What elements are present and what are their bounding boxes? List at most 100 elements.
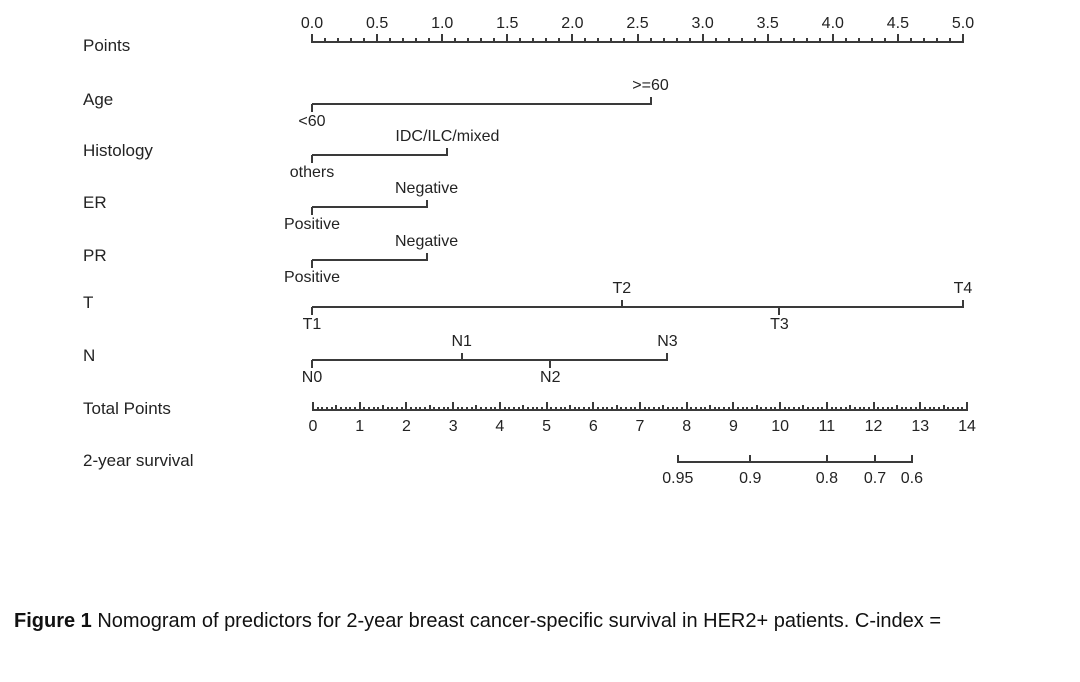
total-points-tick xyxy=(438,407,441,411)
total-points-tick xyxy=(358,402,361,411)
row-label-age: Age xyxy=(83,90,114,109)
category-label: IDC/ILC/mixed xyxy=(395,128,500,145)
total-points-tick xyxy=(536,407,539,411)
points-axis-tick xyxy=(896,34,899,43)
category-tick xyxy=(460,353,463,361)
survival-tick-label: 0.6 xyxy=(900,470,923,487)
total-points-tick xyxy=(951,407,954,411)
points-axis-tick xyxy=(779,38,782,43)
total-points-tick xyxy=(428,405,431,411)
points-axis-tick xyxy=(571,34,574,43)
total-points-tick xyxy=(368,407,371,411)
total-points-tick xyxy=(872,402,875,411)
total-points-tick xyxy=(382,405,385,411)
category-label: T2 xyxy=(612,280,632,297)
points-axis-tick xyxy=(649,38,652,43)
points-axis-tick xyxy=(701,34,704,43)
predictor-line-pr xyxy=(312,259,427,261)
total-points-tick xyxy=(484,407,487,411)
total-points-tick xyxy=(386,407,389,411)
survival-tick xyxy=(910,455,913,463)
category-label: N1 xyxy=(451,333,472,350)
total-points-tick xyxy=(732,402,735,411)
category-label: <60 xyxy=(298,113,326,130)
points-axis-tick-label: 2.0 xyxy=(561,15,584,32)
points-axis-tick xyxy=(740,38,743,43)
total-points-tick xyxy=(704,407,707,411)
figure-label: Figure 1 xyxy=(14,610,92,632)
total-points-tick xyxy=(396,407,399,411)
total-points-tick xyxy=(699,407,702,411)
total-points-tick xyxy=(961,407,964,411)
total-points-tick xyxy=(433,407,436,411)
total-points-tick xyxy=(559,407,562,411)
points-axis-tick xyxy=(883,38,886,43)
total-points-tick xyxy=(340,407,343,411)
total-points-tick xyxy=(858,407,861,411)
predictor-line-histology xyxy=(312,154,448,156)
category-tick xyxy=(311,307,313,315)
points-axis-tick xyxy=(753,38,756,43)
total-points-tick-label: 0 xyxy=(308,418,318,435)
total-points-tick xyxy=(849,405,852,411)
points-axis-tick-label: 3.5 xyxy=(756,15,779,32)
total-points-tick xyxy=(419,407,422,411)
total-points-tick xyxy=(746,407,749,411)
total-points-tick xyxy=(461,407,464,411)
total-points-tick xyxy=(400,407,403,411)
total-points-tick xyxy=(863,407,866,411)
total-points-tick xyxy=(643,407,646,411)
points-axis-tick xyxy=(337,38,340,43)
row-label-n: N xyxy=(83,346,96,365)
total-points-tick xyxy=(442,407,445,411)
total-points-tick xyxy=(765,407,768,411)
total-points-tick xyxy=(470,407,473,411)
points-axis-tick xyxy=(584,38,587,43)
total-points-tick xyxy=(564,407,567,411)
total-points-tick xyxy=(900,407,903,411)
total-points-tick xyxy=(582,407,585,411)
total-points-tick xyxy=(452,402,455,411)
total-points-tick xyxy=(923,407,926,411)
total-points-tick xyxy=(942,405,945,411)
points-axis-tick xyxy=(818,38,821,43)
survival-tick xyxy=(825,455,828,463)
total-points-tick xyxy=(596,407,599,411)
points-axis-tick xyxy=(454,38,457,43)
points-axis-tick xyxy=(857,38,860,43)
total-points-tick xyxy=(405,402,408,411)
total-points-tick xyxy=(657,407,660,411)
total-points-tick-label: 3 xyxy=(448,418,458,435)
total-points-tick xyxy=(737,407,740,411)
total-points-tick xyxy=(690,407,693,411)
points-axis-tick xyxy=(935,38,938,43)
total-points-tick xyxy=(891,407,894,411)
survival-tick-label: 0.95 xyxy=(662,470,694,487)
category-tick xyxy=(425,253,428,261)
points-axis-tick-label: 0.5 xyxy=(365,15,389,32)
total-points-tick xyxy=(349,407,352,411)
points-axis-tick xyxy=(610,38,613,43)
total-points-tick xyxy=(937,407,940,411)
total-points-tick xyxy=(517,407,520,411)
points-axis-tick-label: 3.0 xyxy=(691,15,714,32)
total-points-tick xyxy=(363,407,366,411)
points-axis-tick xyxy=(363,38,366,43)
total-points-tick-label: 5 xyxy=(542,418,552,435)
total-points-tick xyxy=(326,407,328,411)
row-label-total-points: Total Points xyxy=(83,399,171,418)
total-points-tick xyxy=(933,407,936,411)
total-points-tick xyxy=(844,407,847,411)
total-points-tick xyxy=(797,407,800,411)
points-axis-tick xyxy=(675,38,678,43)
points-axis-tick xyxy=(480,38,483,43)
total-points-tick xyxy=(456,407,459,411)
points-axis-tick xyxy=(311,34,313,43)
total-points-tick xyxy=(881,407,884,411)
row-label-t: T xyxy=(83,293,94,312)
points-axis-tick xyxy=(662,38,665,43)
category-tick xyxy=(962,300,964,308)
category-label: N3 xyxy=(657,333,678,350)
category-tick xyxy=(666,353,669,361)
points-axis-tick xyxy=(532,38,535,43)
